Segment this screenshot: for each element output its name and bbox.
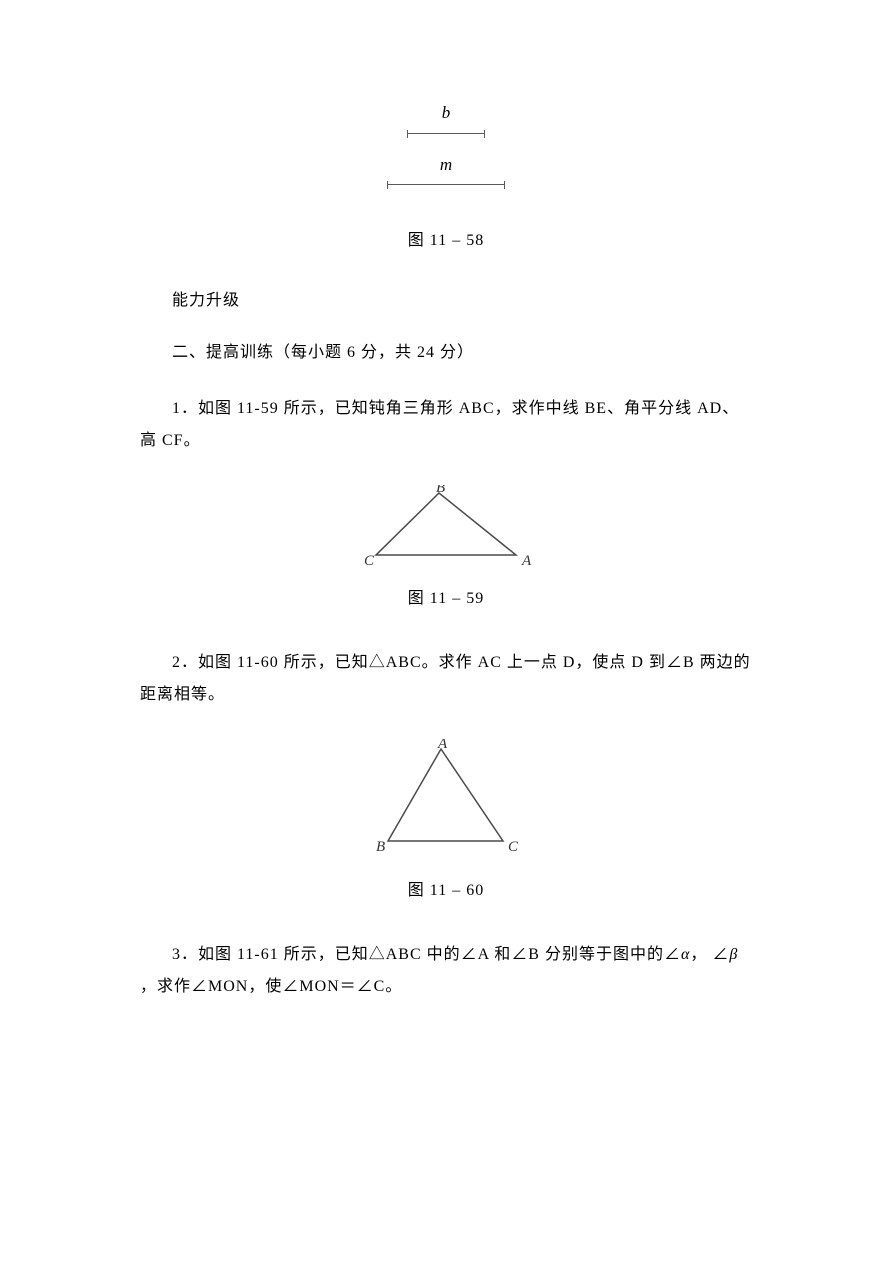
figure-59-caption: 图 11 – 59 — [140, 587, 752, 611]
question-2: 2．如图 11-60 所示，已知△ABC。求作 AC 上一点 D，使点 D 到∠… — [140, 647, 752, 711]
segment-m: m — [387, 152, 505, 190]
subsection-title: 二、提高训练（每小题 6 分，共 24 分） — [140, 341, 752, 365]
figure-60-caption: 图 11 – 60 — [140, 879, 752, 903]
segment-b-label: b — [442, 100, 451, 126]
svg-text:B: B — [376, 839, 385, 855]
svg-text:C: C — [508, 839, 519, 855]
section-title: 能力升级 — [140, 289, 752, 313]
q3-alpha: α — [681, 946, 690, 963]
q3-post: ，求作∠MON，使∠MON＝∠C。 — [140, 978, 402, 995]
q3-mid: ， ∠ — [690, 946, 729, 963]
segment-m-line — [387, 179, 505, 189]
question-3: 3．如图 11-61 所示，已知△ABC 中的∠A 和∠B 分别等于图中的∠α，… — [140, 939, 752, 1003]
figure-59: B C A — [140, 485, 752, 567]
figure-58-caption: 图 11 – 58 — [140, 229, 752, 253]
segment-b-line — [407, 128, 485, 138]
q3-pre: 3．如图 11-61 所示，已知△ABC 中的∠A 和∠B 分别等于图中的∠ — [172, 946, 681, 963]
figure-60: A B C — [140, 739, 752, 859]
segment-b: b — [407, 100, 485, 138]
triangle-60-svg: A B C — [356, 739, 536, 859]
triangle-59-svg: B C A — [346, 485, 546, 567]
svg-text:B: B — [436, 485, 445, 496]
svg-text:A: A — [437, 739, 448, 752]
q3-beta: β — [729, 946, 738, 963]
svg-text:A: A — [521, 553, 532, 567]
segment-m-label: m — [440, 152, 452, 178]
question-1: 1．如图 11-59 所示，已知钝角三角形 ABC，求作中线 BE、角平分线 A… — [140, 393, 752, 457]
svg-text:C: C — [364, 553, 375, 567]
figure-58: b m — [140, 100, 752, 197]
